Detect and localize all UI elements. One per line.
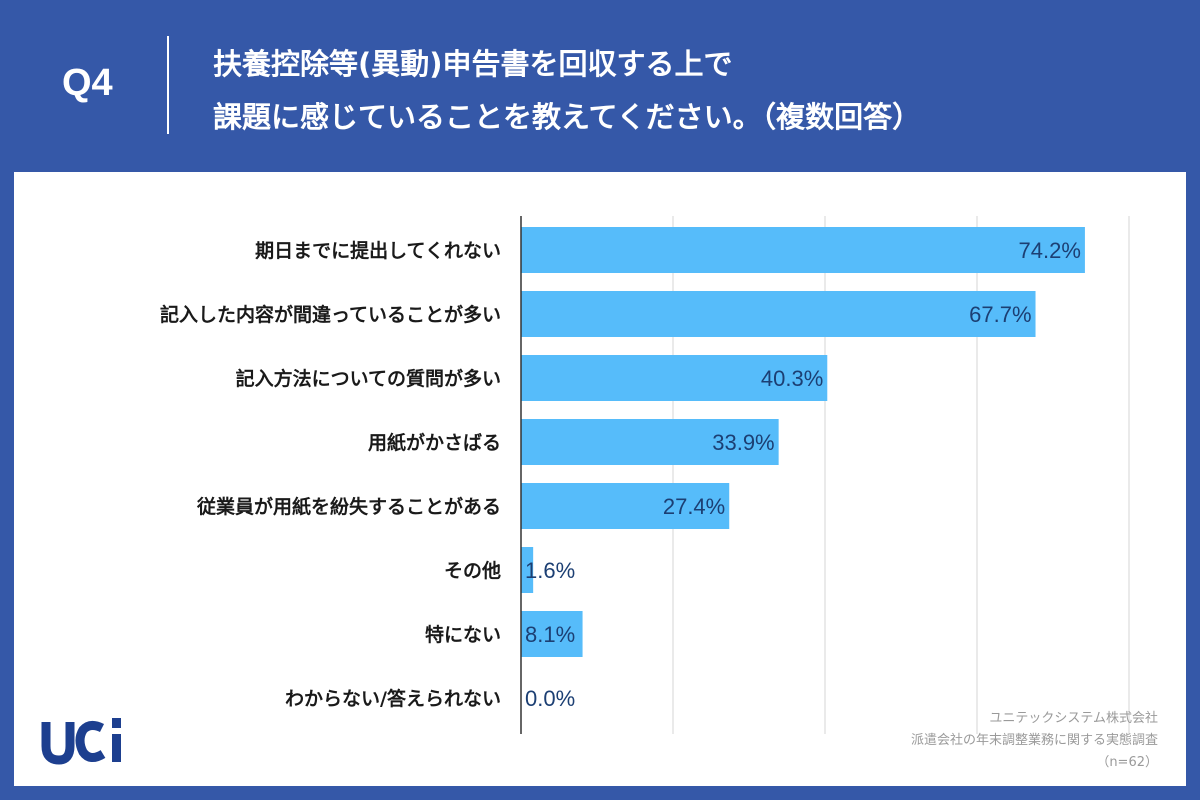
value-label-6: 8.1% — [525, 622, 575, 647]
category-label-3: 用紙がかさばる — [368, 431, 501, 454]
uci-logo — [41, 718, 121, 765]
category-label-0: 期日までに提出してくれない — [255, 239, 501, 262]
bar-1 — [521, 291, 1036, 337]
bar-5 — [521, 547, 534, 593]
source-company: ユニテックシステム株式会社 — [989, 711, 1158, 726]
question-title-line-2: 課題に感じていることを教えてください。（複数回答） — [213, 100, 922, 134]
source-sample: （n=62） — [1096, 755, 1158, 770]
category-label-2: 記入方法についての質問が多い — [236, 367, 501, 390]
source-note: ユニテックシステム株式会社 派遣会社の年末調整業務に関する実態調査 （n=62） — [911, 708, 1158, 774]
value-label-7: 0.0% — [525, 686, 575, 711]
category-label-4: 従業員が用紙を紛失することがある — [196, 495, 501, 518]
question-title: 扶養控除等(異動)申告書を回収する上で 課題に感じていることを教えてください。（… — [213, 38, 921, 144]
bar-0 — [521, 227, 1085, 273]
bar-4 — [521, 483, 730, 529]
bar-2 — [521, 355, 828, 401]
header-divider — [167, 36, 169, 134]
question-number: Q4 — [62, 62, 113, 104]
value-label-4: 27.4% — [663, 494, 725, 519]
value-label-5: 1.6% — [525, 558, 575, 583]
category-label-6: 特にない — [425, 624, 501, 646]
category-label-1: 記入した内容が間違っていることが多い — [160, 303, 501, 326]
chart-panel: 期日までに提出してくれない記入した内容が間違っていることが多い記入方法についての… — [14, 172, 1186, 786]
question-title-line-1: 扶養控除等(異動)申告書を回収する上で — [213, 47, 733, 81]
category-label-7: わからない/答えられない — [285, 687, 501, 710]
source-survey: 派遣会社の年末調整業務に関する実態調査 — [910, 733, 1158, 748]
value-labels: 74.2% 67.7% 40.3% 33.9% 27.4% 1.6% 8.1% 0.0% — [525, 238, 1081, 711]
category-label-5: その他 — [444, 559, 501, 582]
value-label-3: 33.9% — [712, 430, 774, 455]
value-label-1: 67.7% — [969, 302, 1031, 327]
header: Q4 扶養控除等(異動)申告書を回収する上で 課題に感じていることを教えてくださ… — [0, 0, 1200, 172]
value-label-0: 74.2% — [1019, 238, 1081, 263]
category-labels: 期日までに提出してくれない記入した内容が間違っていることが多い記入方法についての… — [160, 239, 501, 710]
bars — [521, 227, 1085, 657]
bar-3 — [521, 419, 779, 465]
value-label-2: 40.3% — [761, 366, 823, 391]
bar-chart: 期日までに提出してくれない記入した内容が間違っていることが多い記入方法についての… — [160, 216, 1130, 734]
bar-6 — [521, 611, 583, 657]
